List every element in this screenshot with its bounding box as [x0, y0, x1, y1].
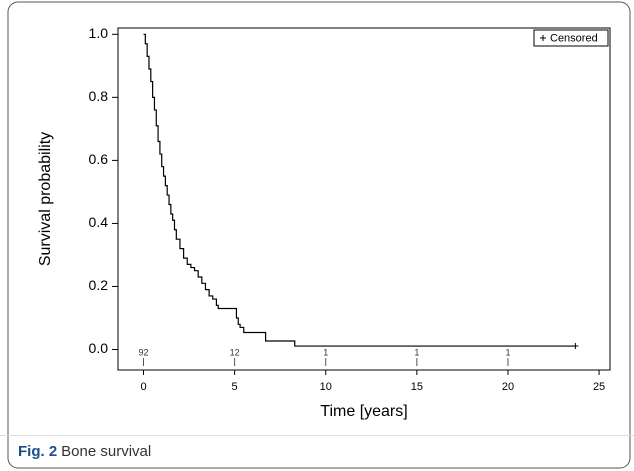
x-axis-label: Time [years]: [320, 403, 407, 420]
caption-rule: [0, 435, 634, 436]
at-risk-label: 1: [505, 347, 510, 357]
y-tick-label: 1.0: [89, 25, 109, 41]
y-tick-label: 0.0: [89, 340, 109, 356]
x-tick-label: 10: [320, 381, 332, 393]
y-axis-label: Survival probability: [37, 132, 54, 266]
y-tick-label: 0.2: [89, 277, 109, 293]
y-tick-label: 0.4: [89, 214, 109, 230]
at-risk-label: 12: [230, 347, 240, 357]
x-tick-label: 5: [232, 381, 238, 393]
plot-frame: [117, 27, 611, 371]
censor-mark: [572, 343, 579, 350]
x-tick-label: 15: [411, 381, 423, 393]
legend-label: Censored: [550, 32, 598, 44]
caption: Fig. 2 Bone survival: [18, 443, 151, 460]
x-tick-label: 25: [593, 381, 605, 393]
x-tick-label: 20: [502, 381, 514, 393]
x-tick-label: 0: [140, 381, 146, 393]
caption-label: Fig. 2: [18, 443, 57, 460]
at-risk-label: 92: [139, 347, 149, 357]
legend-box: [533, 29, 609, 47]
y-tick-label: 0.6: [89, 151, 109, 167]
y-tick-label: 0.8: [89, 88, 109, 104]
figure-frame: [7, 1, 631, 469]
caption-text: Bone survival: [61, 443, 151, 460]
at-risk-label: 1: [414, 347, 419, 357]
legend-marker: [540, 35, 546, 41]
at-risk-label: 1: [323, 347, 328, 357]
survival-curve: [143, 33, 576, 347]
